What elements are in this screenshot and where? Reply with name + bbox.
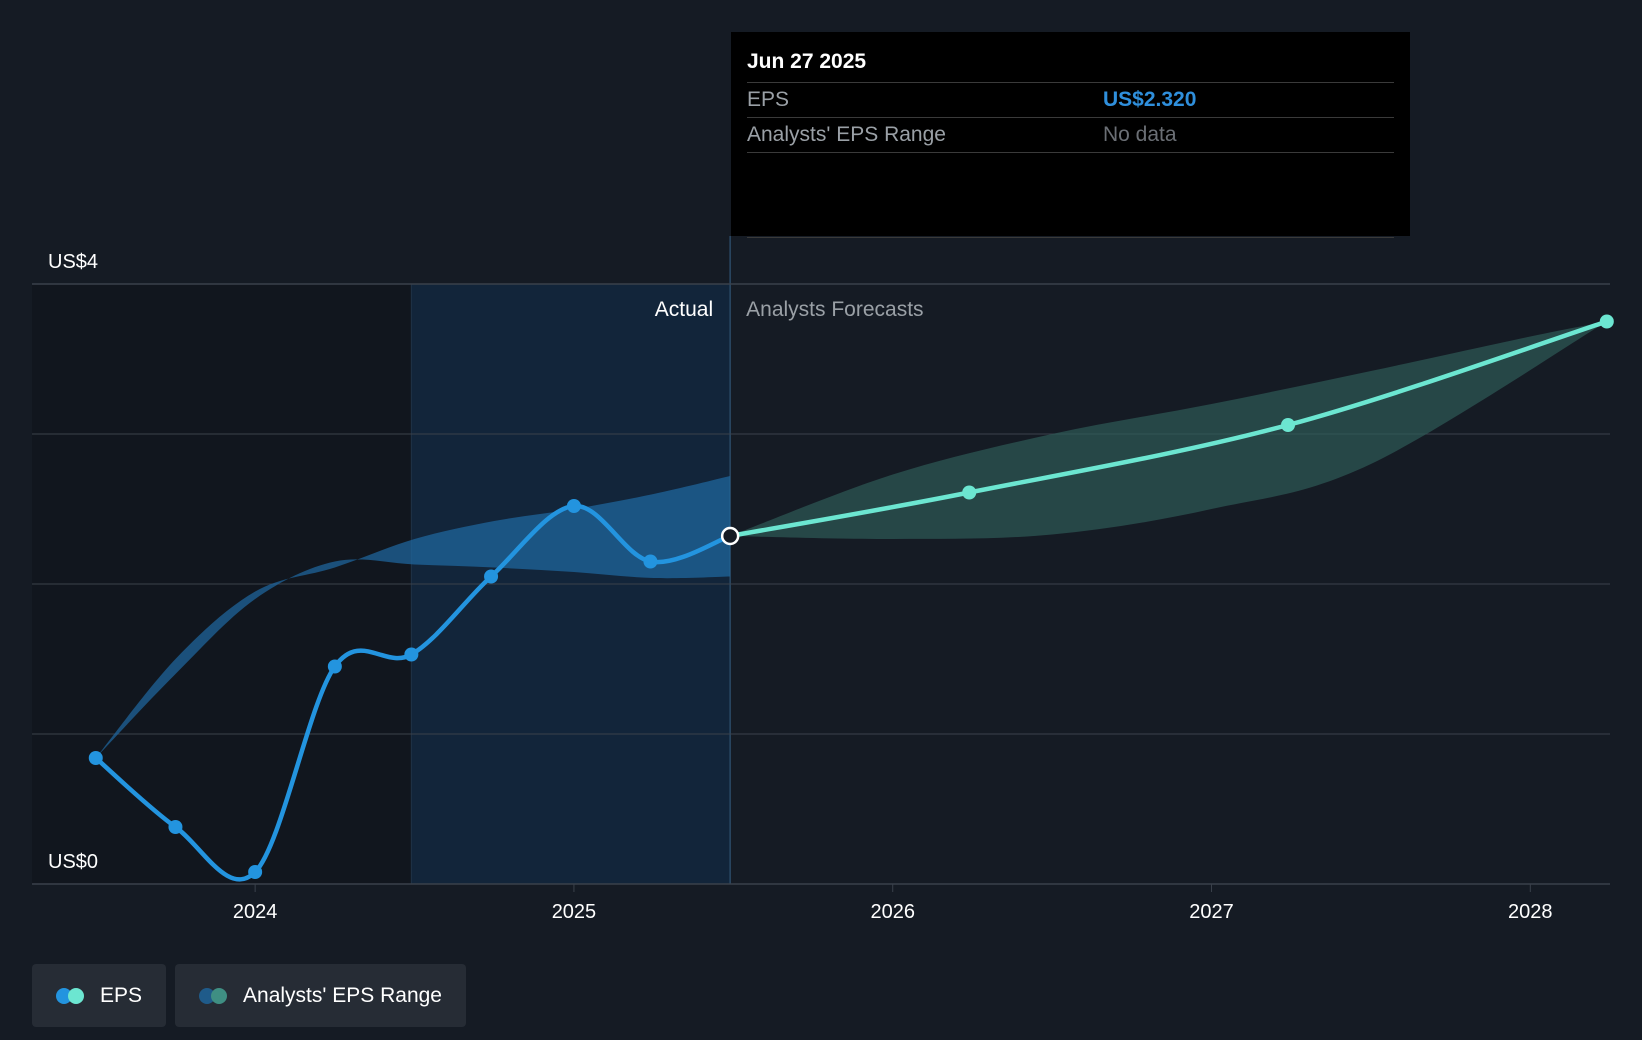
y-tick-label: US$0 [48, 851, 98, 873]
legend-item-eps[interactable]: EPS [32, 964, 167, 1027]
x-tick-label: 2028 [1508, 901, 1553, 923]
actual-eps-point[interactable] [327, 659, 342, 674]
range-legend-icon [199, 987, 229, 1004]
legend-label-range: Analysts' EPS Range [243, 983, 442, 1007]
actual-eps-range-band [95, 476, 731, 758]
x-tick-label: 2027 [1189, 901, 1234, 923]
tooltip: Jun 27 2025 EPS US$2.320 Analysts' EPS R… [731, 32, 1410, 238]
actual-eps-point[interactable] [643, 554, 658, 569]
selected-eps-point[interactable] [720, 526, 740, 546]
legend-label-eps: EPS [100, 983, 143, 1007]
tooltip-eps-value: US$2.320 [1103, 88, 1197, 111]
y-tick-label: US$4 [48, 251, 98, 273]
range-bands [95, 321, 1607, 758]
x-tick-label: 2025 [552, 901, 597, 923]
x-tick-label: 2024 [233, 901, 278, 923]
tooltip-spacer [747, 153, 1394, 238]
forecast-eps-point[interactable] [1281, 418, 1296, 432]
tooltip-row-range: Analysts' EPS Range No data [747, 118, 1394, 153]
forecast-eps-point[interactable] [962, 485, 977, 500]
actual-eps-point[interactable] [404, 647, 419, 662]
tooltip-range-value: No data [1103, 123, 1177, 146]
tooltip-eps-label: EPS [747, 88, 790, 111]
legend: EPS Analysts' EPS Range [32, 964, 466, 1027]
x-tick-label: 2026 [870, 901, 915, 923]
legend-item-range[interactable]: Analysts' EPS Range [175, 964, 466, 1027]
eps-legend-icon [56, 987, 86, 1004]
actual-eps-point[interactable] [168, 820, 183, 834]
actual-eps-line [93, 503, 733, 882]
actual-eps-point[interactable] [88, 751, 103, 765]
forecast-label: Analysts Forecasts [746, 298, 923, 321]
forecast-eps-line [727, 319, 1610, 539]
forecast-eps-range-band [730, 321, 1607, 540]
range-legend-dot-forecast [211, 987, 228, 1004]
forecast-eps-point[interactable] [1599, 314, 1614, 329]
axis-labels: US$4 US$0 2024 2025 2026 2027 2028 Actual Analys… [48, 251, 1553, 923]
tooltip-row-eps: EPS US$2.320 [747, 83, 1394, 118]
actual-label: Actual [655, 298, 713, 321]
eps-points[interactable] [88, 314, 1614, 880]
actual-eps-point[interactable] [248, 865, 263, 879]
actual-eps-point[interactable] [566, 499, 581, 513]
tooltip-range-label: Analysts' EPS Range [747, 123, 946, 146]
tooltip-date: Jun 27 2025 [747, 32, 1394, 83]
eps-lines [93, 319, 1610, 882]
actual-eps-point[interactable] [484, 569, 499, 584]
eps-legend-dot-forecast [68, 987, 84, 1004]
